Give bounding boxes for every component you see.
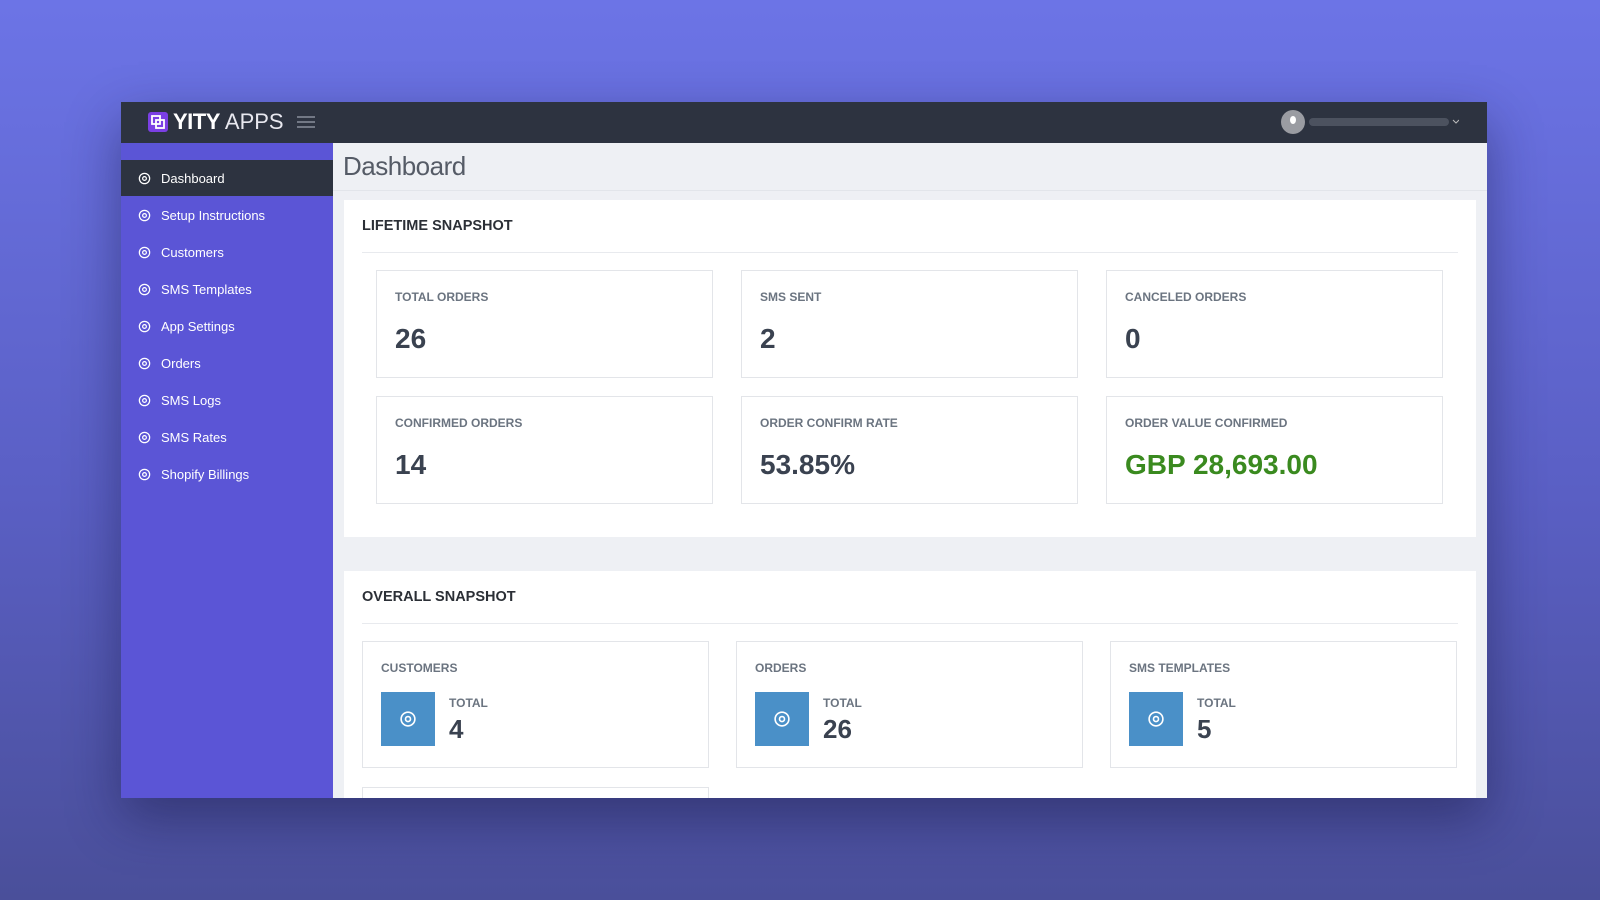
brand-light: APPS [224, 109, 284, 134]
icon [138, 468, 151, 480]
page-title: Dashboard [343, 151, 466, 181]
nav-label: Shopify Billings [161, 466, 250, 482]
stat-value: 26 [395, 323, 427, 354]
stat-label: SMS SENT [760, 290, 822, 304]
stat-card: ORDER CONFIRM RATE 53.85% [741, 396, 1078, 504]
nav-item[interactable]: Orders [121, 345, 333, 381]
overview-sublabel: TOTAL [823, 696, 862, 710]
nav-label: SMS Rates [161, 429, 227, 445]
nav-item[interactable]: Shopify Billings [121, 456, 333, 492]
icon [138, 246, 151, 258]
nav-label: App Settings [161, 318, 235, 334]
overview-icon [381, 692, 435, 746]
stat-card: CONFIRMED ORDERS 14 [376, 396, 713, 504]
icon [138, 172, 151, 184]
stat-value: 2 [760, 323, 776, 354]
user-avatar [1281, 110, 1459, 134]
card-partial [362, 787, 709, 798]
nav-label: Customers [161, 244, 224, 260]
icon [1148, 711, 1164, 727]
stat-card: ORDER VALUE CONFIRMED GBP 28,693.00 [1106, 396, 1443, 504]
overview-card: ORDERS TOTAL 26 [736, 641, 1083, 768]
lifetime-panel: LIFETIME SNAPSHOT TOTAL ORDERS 26 SMS SENT… [344, 200, 1476, 537]
brand-bold: YITY [173, 109, 220, 134]
nav-label: SMS Logs [161, 392, 221, 408]
stat-card: SMS SENT 2 [741, 270, 1078, 378]
main-content: Dashboard LIFETIME SNAPSHOT TOTAL ORDERS… [333, 143, 1487, 798]
stat-label: ORDER CONFIRM RATE [760, 416, 898, 430]
stat-value: 14 [395, 449, 427, 480]
nav-item[interactable]: App Settings [121, 308, 333, 344]
overview-card: SMS TEMPLATES TOTAL 5 [1110, 641, 1457, 768]
nav-label: SMS Templates [161, 281, 252, 297]
icon [774, 711, 790, 727]
stat-value: GBP 28,693.00 [1125, 449, 1318, 480]
stat-value: 0 [1125, 323, 1141, 354]
icon [138, 357, 151, 369]
panel-divider [362, 252, 1458, 253]
overview-label: CUSTOMERS [381, 661, 458, 675]
icon [138, 320, 151, 332]
nav-item[interactable]: Dashboard [121, 160, 333, 196]
stat-card: CANCELED ORDERS 0 [1106, 270, 1443, 378]
stat-label: CONFIRMED ORDERS [395, 416, 523, 430]
user-menu[interactable] [1279, 108, 1459, 136]
overview-label: SMS TEMPLATES [1129, 661, 1231, 675]
stat-label: TOTAL ORDERS [395, 290, 489, 304]
nav-item[interactable]: SMS Rates [121, 419, 333, 455]
panel-title: OVERALL SNAPSHOT [362, 589, 516, 605]
overview-sublabel: TOTAL [1197, 696, 1236, 710]
app-window: YITY APPS Dashboard Setup Instructions Cus… [121, 102, 1487, 798]
nav-label: Setup Instructions [161, 207, 266, 223]
brand-logo[interactable]: YITY APPS [147, 107, 284, 137]
panel-divider [362, 623, 1458, 624]
icon [138, 394, 151, 406]
stat-label: ORDER VALUE CONFIRMED [1125, 416, 1288, 430]
sidebar: Dashboard Setup Instructions Customers SMS … [121, 143, 333, 798]
overview-icon [755, 692, 809, 746]
overview-card: CUSTOMERS TOTAL 4 [362, 641, 709, 768]
stat-card: TOTAL ORDERS 26 [376, 270, 713, 378]
icon [138, 431, 151, 443]
nav-label: Dashboard [161, 170, 225, 186]
nav-item[interactable]: SMS Logs [121, 382, 333, 418]
overview-label: ORDERS [755, 661, 807, 675]
menu-toggle[interactable] [297, 114, 315, 130]
overview-value: 4 [449, 714, 464, 744]
top-bar: YITY APPS [121, 102, 1487, 143]
icon [400, 711, 416, 727]
icon [138, 209, 151, 221]
icon [138, 283, 151, 295]
stat-label: CANCELED ORDERS [1125, 290, 1247, 304]
overview-value: 5 [1197, 714, 1212, 744]
nav-item[interactable]: Setup Instructions [121, 197, 333, 233]
stat-value: 53.85% [760, 449, 855, 480]
nav-label: Orders [161, 355, 201, 371]
nav-item[interactable]: SMS Templates [121, 271, 333, 307]
nav-item[interactable]: Customers [121, 234, 333, 270]
overview-sublabel: TOTAL [449, 696, 488, 710]
overview-icon [1129, 692, 1183, 746]
overall-panel: OVERALL SNAPSHOT CUSTOMERS TOTAL 4 ORDERS TO… [344, 571, 1476, 798]
overview-value: 26 [823, 714, 852, 744]
title-divider [333, 190, 1487, 191]
panel-title: LIFETIME SNAPSHOT [362, 218, 513, 234]
logo-icon [148, 112, 168, 132]
